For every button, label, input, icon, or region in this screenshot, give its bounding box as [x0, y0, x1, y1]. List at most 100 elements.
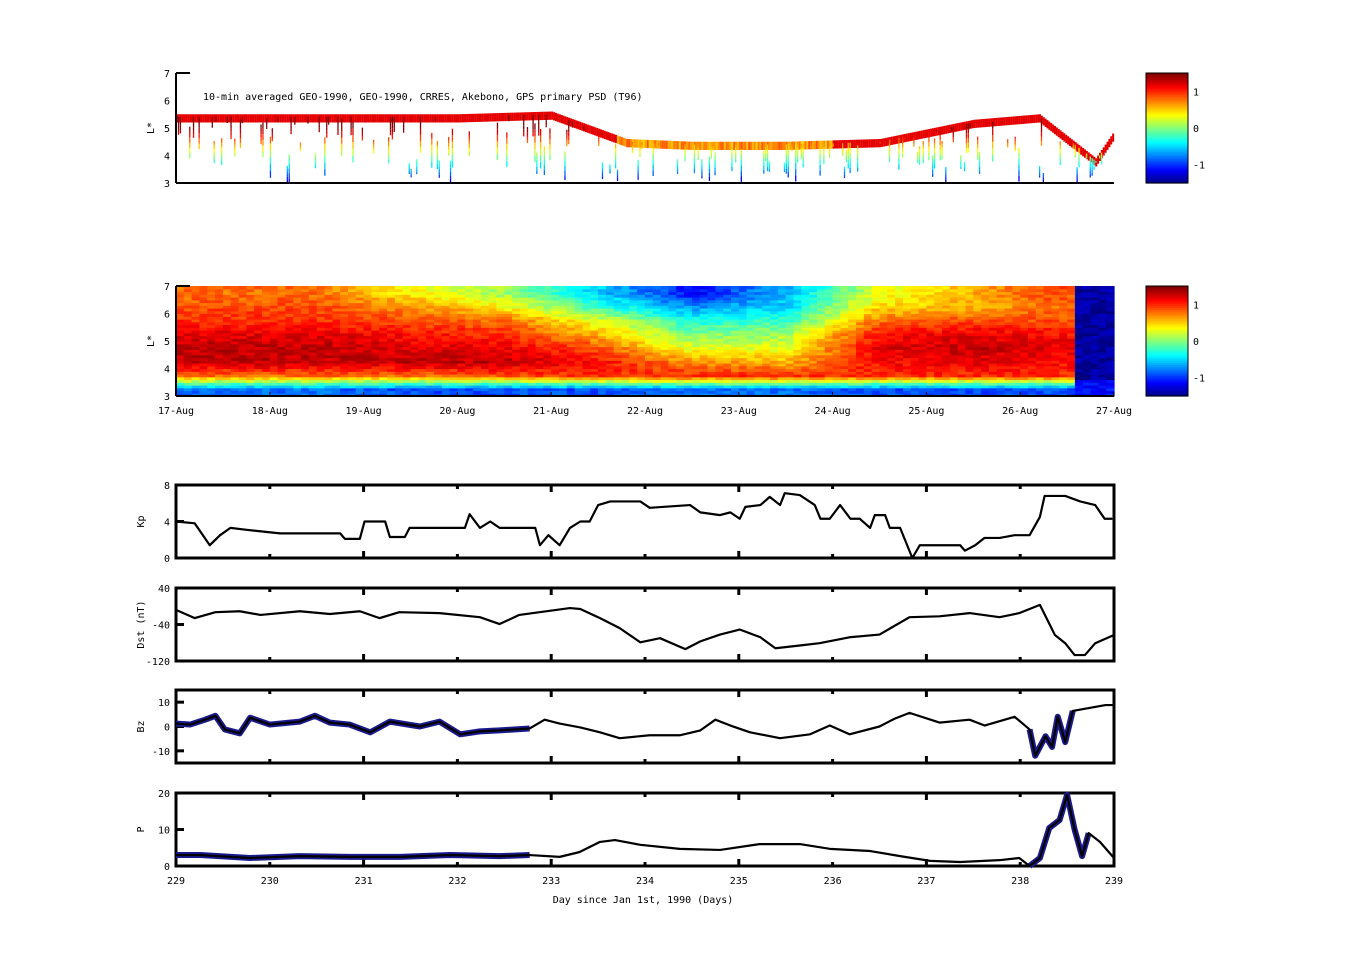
psd-streak-cell: [307, 118, 309, 120]
psd-cell: [621, 288, 630, 293]
psd-boundary-cell: [418, 114, 421, 123]
psd-cell: [254, 393, 263, 397]
psd-cell: [308, 286, 318, 290]
psd-cell: [449, 294, 458, 298]
colorbar-cell: [1146, 162, 1188, 166]
psd-streak-cell: [341, 131, 343, 138]
psd-streak-cell: [387, 158, 390, 164]
psd-cell: [629, 379, 638, 383]
psd-streak-cell: [1007, 139, 1009, 141]
psd-streak-cell: [658, 143, 660, 144]
psd-cell: [676, 371, 685, 375]
psd-cell: [754, 338, 763, 342]
psd-streak-cell: [676, 164, 679, 167]
psd-cell: [613, 327, 623, 331]
psd-streak-cell: [969, 127, 971, 129]
psd-cell: [347, 288, 357, 293]
psd-cell: [770, 316, 779, 320]
psd-streak-cell: [928, 151, 930, 156]
psd-streak-cell: [326, 123, 328, 128]
psd-cell: [191, 390, 201, 394]
psd-boundary-cell: [755, 141, 758, 150]
psd-cell: [496, 368, 505, 372]
psd-streak-cell: [932, 158, 934, 163]
psd-streak-cell: [288, 159, 290, 164]
psd-cell: [519, 313, 529, 317]
psd-cell: [449, 385, 458, 389]
psd-cell: [691, 319, 701, 323]
psd-streak-cell: [791, 146, 793, 148]
psd-cell: [605, 305, 615, 309]
psd-cell: [261, 360, 271, 364]
psd-cell: [621, 382, 630, 386]
psd-cell: [660, 387, 670, 392]
psd-cell: [355, 294, 365, 298]
psd-cell: [582, 374, 591, 378]
psd-cell: [652, 349, 662, 353]
psd-streak-cell: [843, 172, 846, 175]
psd-cell: [637, 393, 646, 397]
psd-cell: [519, 371, 529, 375]
psd-cell: [824, 363, 834, 367]
psd-cell: [543, 363, 552, 367]
psd-cell: [816, 288, 826, 293]
psd-streak-cell: [241, 121, 243, 123]
psd-cell: [840, 357, 849, 361]
psd-boundary-cell: [750, 141, 753, 150]
psd-cell: [363, 302, 373, 306]
psd-streak-cell: [449, 164, 452, 168]
psd-cell: [598, 387, 607, 392]
psd-cell: [207, 305, 216, 309]
psd-cell: [355, 374, 365, 378]
psd-cell: [441, 332, 451, 337]
psd-cell: [308, 308, 318, 312]
psd-streak-cell: [1074, 155, 1076, 158]
psd-cell: [316, 286, 326, 290]
psd-streak-cell: [177, 117, 180, 120]
psd-cell: [285, 385, 294, 389]
psd-cell: [738, 294, 748, 298]
psd-cell: [777, 346, 787, 350]
psd-cell: [254, 390, 263, 394]
psd-cell: [183, 319, 193, 323]
psd-boundary-cell: [530, 112, 533, 121]
psd-streak-cell: [286, 176, 288, 180]
psd-cell: [738, 313, 748, 317]
psd-boundary-cell: [446, 114, 449, 123]
psd-streak-cell: [918, 155, 921, 159]
psd-streak-cell: [350, 132, 352, 136]
psd-cell: [559, 327, 568, 331]
psd-streak-cell: [1091, 161, 1093, 164]
psd-streak-cell: [419, 146, 422, 153]
psd-cell: [707, 308, 716, 312]
psd-cell: [652, 368, 662, 372]
psd-boundary-cell: [267, 114, 270, 123]
psd-cell: [176, 354, 185, 359]
psd-streak-cell: [950, 128, 953, 130]
psd-cell: [473, 343, 482, 348]
psd-cell: [809, 357, 818, 361]
psd-cell: [543, 360, 552, 364]
psd-cell: [433, 316, 443, 320]
psd-cell: [785, 387, 795, 392]
psd-cell: [543, 368, 552, 372]
psd-cell: [191, 297, 201, 301]
psd-boundary-cell: [590, 125, 593, 135]
psd-cell: [316, 313, 326, 317]
psd-cell: [535, 299, 544, 304]
psd-streak-cell: [523, 125, 525, 130]
psd-cell: [215, 305, 224, 309]
psd-streak-cell: [952, 139, 954, 143]
psd-cell: [277, 291, 287, 295]
psd-cell: [691, 393, 701, 397]
psd-cell: [629, 346, 638, 350]
psd-cell: [582, 291, 591, 295]
psd-streak-cell: [654, 143, 656, 145]
psd-boundary-cell: [519, 112, 522, 121]
psd-cell: [426, 387, 435, 392]
psd-cell: [394, 316, 404, 320]
psd-streak-cell: [637, 159, 639, 164]
psd-cell: [199, 305, 208, 309]
psd-cell: [543, 390, 552, 394]
psd-streak-cell: [327, 119, 330, 121]
